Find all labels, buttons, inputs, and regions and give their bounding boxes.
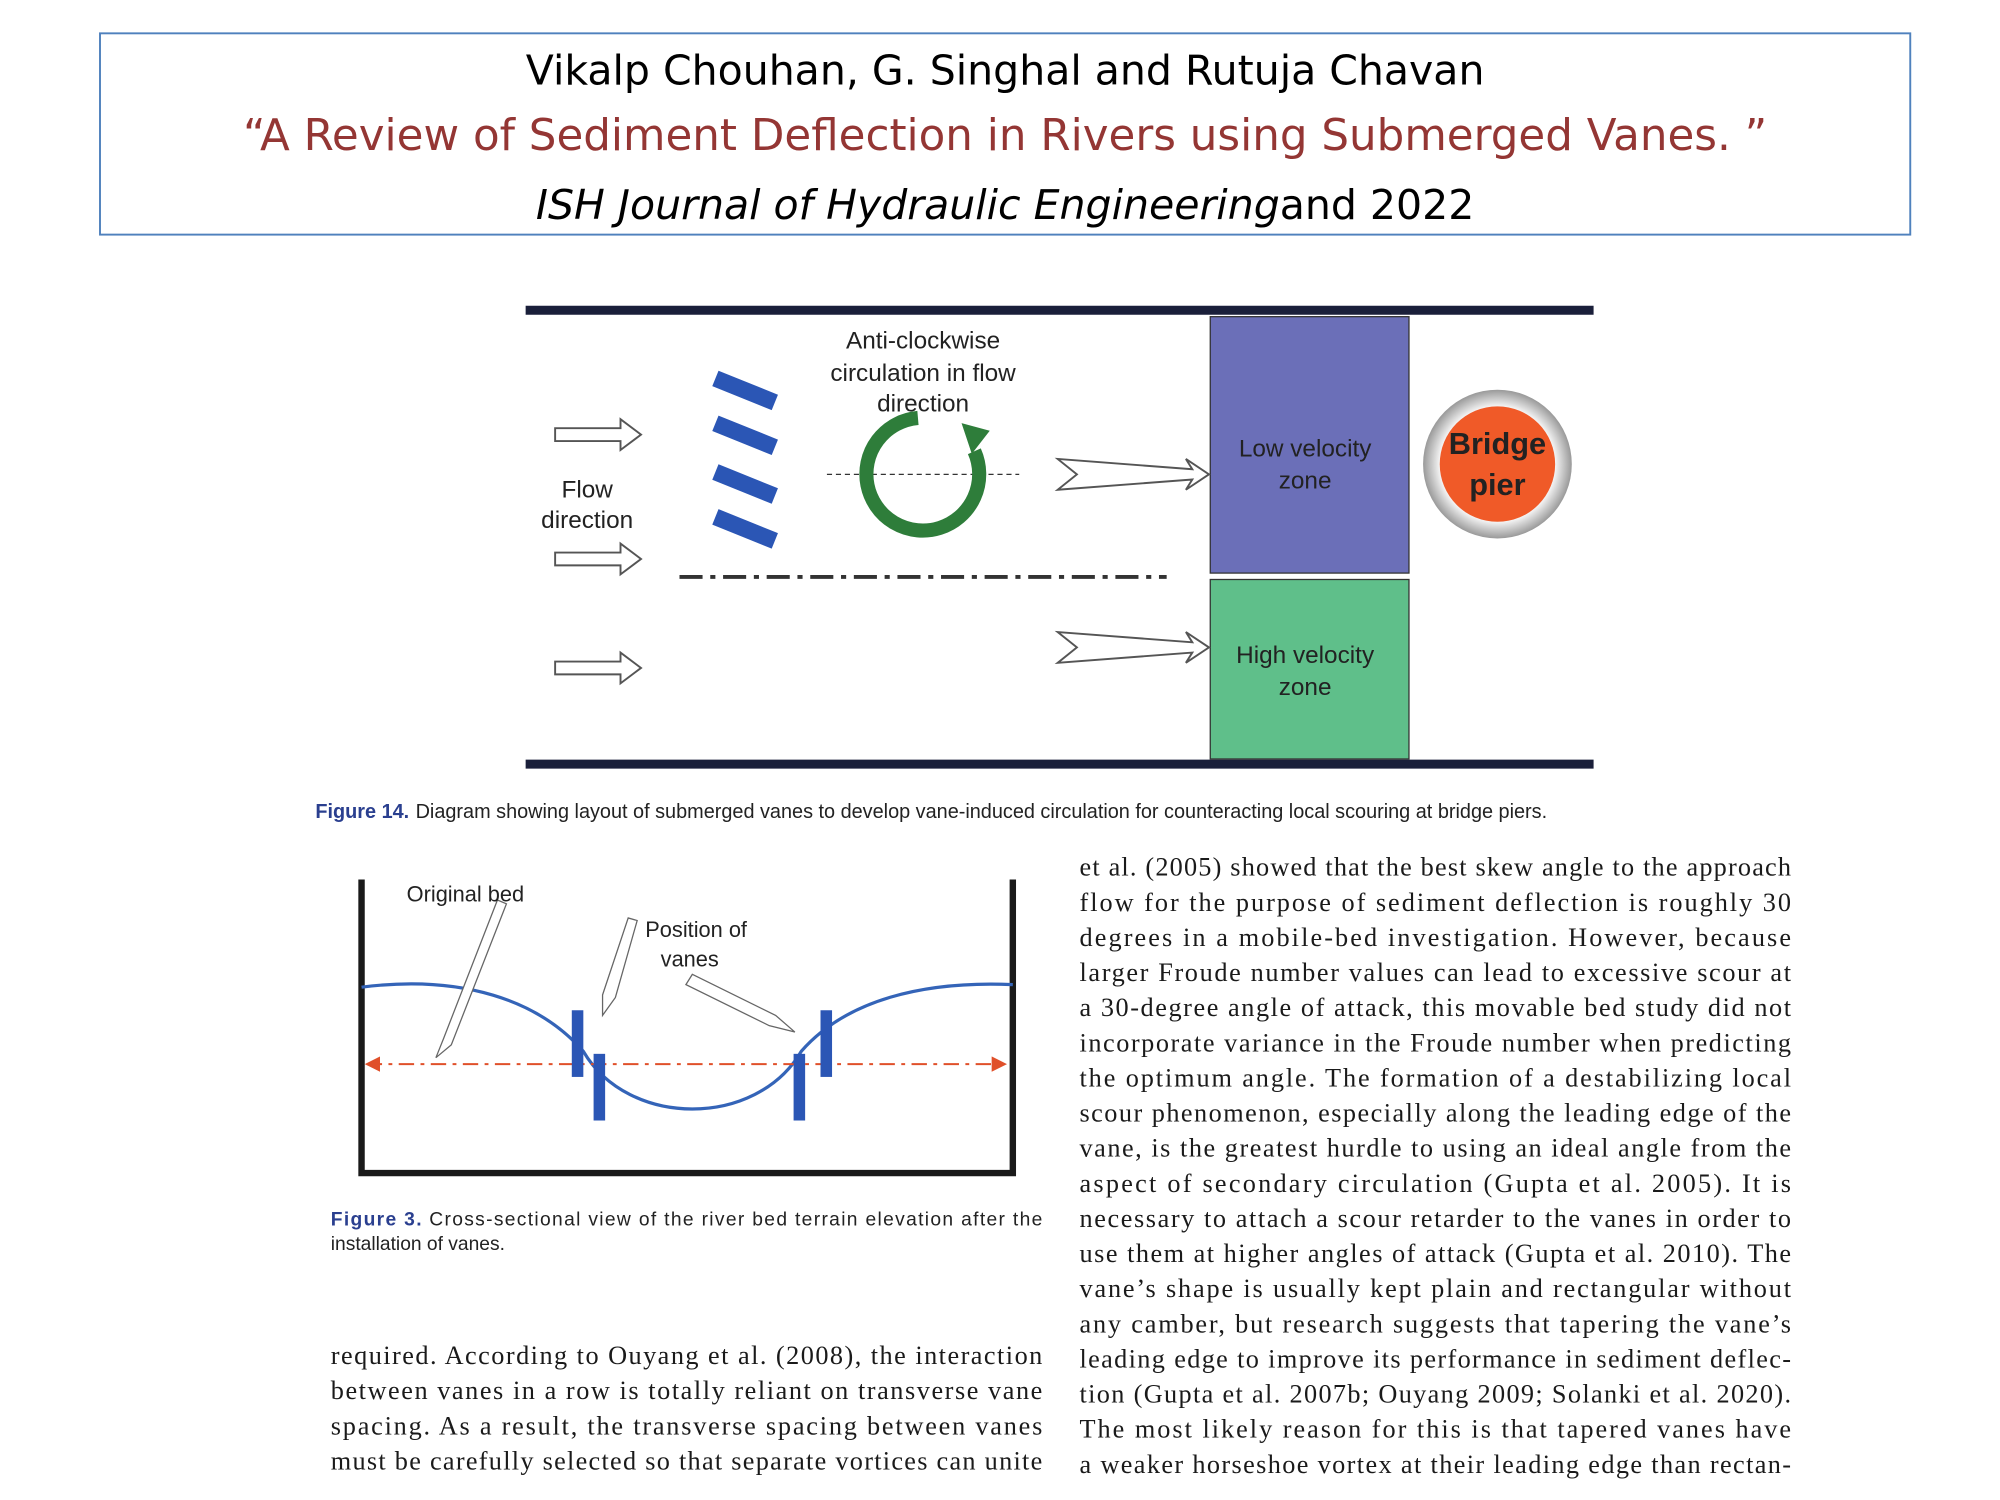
bridge-pier — [1439, 406, 1556, 522]
circulation-label: circulation in flow — [830, 360, 1016, 387]
text-line: necessary to attach a scour retarder to … — [1079, 1204, 1791, 1233]
flow-arrow — [554, 417, 643, 452]
text-line: vane, is the greatest hurdle to using an… — [1079, 1134, 1791, 1163]
text-line: et al. (2005) showed that the best skew … — [1079, 853, 1791, 882]
vane — [820, 1010, 833, 1077]
circulation-label: direction — [877, 391, 969, 418]
authors: Vikalp Chouhan, G. Singhal and Rutuja Ch… — [526, 47, 1485, 95]
text-line: between vanes in a row is totally relian… — [331, 1376, 1043, 1405]
text-line: larger Froude number values can lead to … — [1079, 958, 1791, 987]
journal: ISH Journal of Hydraulic Engineering — [536, 181, 1280, 229]
text-line: The most likely reason for this is that … — [1079, 1415, 1791, 1444]
vane — [793, 1053, 806, 1121]
flow-label: Flow — [561, 476, 613, 503]
text-line: leading edge to improve its performance … — [1079, 1344, 1791, 1373]
caption-label: Figure 14. — [315, 801, 409, 823]
paper-title: “A Review of Sediment Deflection in Rive… — [243, 111, 1767, 161]
figure-caption: Figure 3. Cross-sectional view of the riv… — [331, 1210, 1043, 1231]
text-line: tion (Gupta et al. 2007b; Ouyang 2009; S… — [1079, 1380, 1791, 1409]
original-bed-label: Original bed — [407, 881, 524, 906]
flow-label: direction — [541, 507, 633, 534]
pointer-arrow — [435, 899, 508, 1059]
text-line: flow for the purpose of sediment deflect… — [1079, 888, 1791, 917]
vane — [593, 1053, 606, 1121]
text-line: degrees in a mobile-bed investigation. H… — [1079, 923, 1791, 952]
flow-arrow — [554, 650, 643, 686]
vanes-label: vanes — [661, 947, 719, 972]
journal-year: and 2022 — [1280, 181, 1475, 229]
body-text: et al. (2005) showed that the best skew … — [331, 853, 1792, 1479]
journal-line: ISH Journal of Hydraulic Engineeringand … — [536, 181, 1474, 229]
circulation-arrowhead — [961, 423, 990, 454]
circulation-arrow — [859, 410, 987, 538]
flow-arrow — [1054, 630, 1211, 665]
text-line: the optimum angle. The formation of a de… — [1079, 1063, 1791, 1092]
figure-14: Low velocity zone High velocity zone Ant… — [315, 305, 1594, 823]
header-box — [99, 32, 1912, 236]
vane — [712, 464, 778, 504]
low-velocity-zone — [1209, 316, 1410, 574]
text-line: use them at higher angles of attack (Gup… — [1079, 1239, 1791, 1268]
pier-label: Bridge — [1449, 426, 1546, 461]
circulation-label: Anti-clockwise — [846, 328, 1000, 355]
text-line: required. According to Ouyang et al. (20… — [331, 1341, 1043, 1370]
zone-label: zone — [1279, 674, 1332, 701]
vane — [571, 1010, 584, 1077]
text-line: any camber, but research suggests that t… — [1079, 1309, 1791, 1338]
figure-3: Original bed Position of vanes Figure 3.… — [331, 879, 1043, 1255]
pointer-arrow — [601, 917, 638, 1018]
text-line: aspect of secondary circulation (Gupta e… — [1079, 1169, 1791, 1198]
high-velocity-zone — [1209, 578, 1410, 760]
zone-label: High velocity — [1236, 642, 1375, 669]
caption-text: Cross-sectional view of the river bed te… — [429, 1210, 1042, 1231]
vane — [712, 415, 778, 456]
pier-label: pier — [1469, 467, 1525, 502]
figure-caption: Figure 14. Diagram showing layout of subm… — [315, 801, 1547, 823]
bed-profile — [361, 982, 1013, 1111]
vane — [712, 509, 778, 549]
text-line: a weaker horseshoe vortex at their leadi… — [1079, 1450, 1791, 1479]
vanes-label: Position of — [645, 917, 748, 942]
zone-label: zone — [1279, 467, 1332, 494]
text-line: incorporate variance in the Froude numbe… — [1079, 1028, 1791, 1057]
flow-arrow — [1054, 457, 1211, 491]
figure-caption: installation of vanes. — [331, 1234, 505, 1255]
caption-text: Diagram showing layout of submerged vane… — [416, 801, 1548, 823]
text-line: scour phenomenon, especially along the l… — [1079, 1099, 1791, 1128]
text-line: must be carefully selected so that separ… — [331, 1446, 1043, 1475]
text-line: vane’s shape is usually kept plain and r… — [1079, 1274, 1791, 1303]
pointer-arrow — [684, 973, 796, 1033]
text-line: spacing. As a result, the transverse spa… — [331, 1411, 1043, 1440]
text-line: a 30-degree angle of attack, this movabl… — [1079, 993, 1791, 1022]
caption-label: Figure 3. — [331, 1210, 422, 1231]
flow-arrow — [554, 541, 643, 577]
channel-walls — [358, 879, 1017, 1177]
zone-label: Low velocity — [1239, 435, 1372, 462]
vane — [712, 370, 778, 411]
